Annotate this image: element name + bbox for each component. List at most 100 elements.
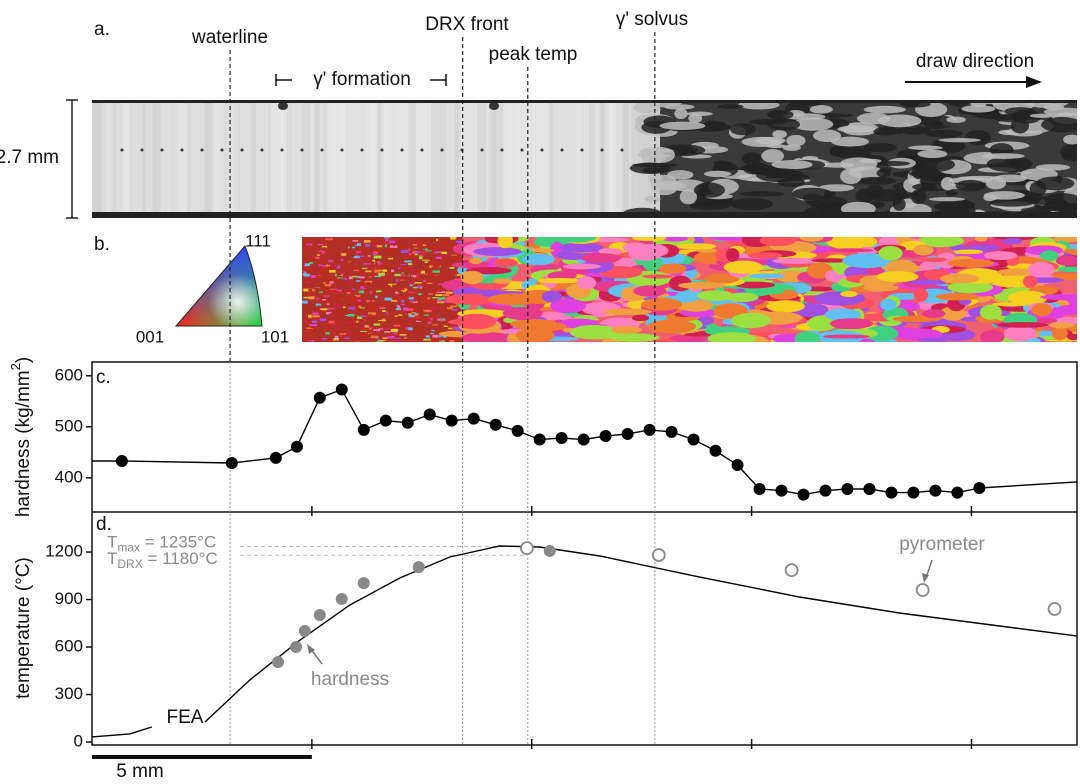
grain: [353, 269, 360, 272]
grain: [423, 324, 427, 326]
grain: [318, 291, 324, 293]
grain: [350, 253, 355, 255]
grain: [967, 244, 999, 252]
grain: [353, 337, 359, 341]
grain: [421, 300, 429, 303]
grain: [986, 156, 1033, 173]
grain: [919, 261, 938, 270]
grain: [812, 129, 842, 142]
texture: [575, 100, 583, 218]
grain: [393, 333, 399, 336]
y-axis-label: hardness (kg/mm2): [8, 357, 34, 517]
grain: [361, 341, 366, 342]
grain: [842, 253, 893, 269]
grain: [414, 316, 419, 320]
grain: [328, 320, 335, 324]
grain: [321, 330, 329, 333]
grain: [908, 145, 943, 151]
grain: [321, 242, 328, 245]
grain: [412, 244, 421, 246]
grain: [786, 134, 806, 147]
grain: [416, 275, 419, 279]
grain: [817, 200, 846, 214]
grain: [395, 264, 399, 268]
grain: [748, 119, 787, 125]
grain: [377, 262, 382, 265]
grain: [334, 299, 341, 301]
grain: [407, 309, 412, 313]
grain: [395, 291, 399, 294]
grain: [408, 268, 415, 271]
grain: [328, 338, 333, 340]
texture: [549, 100, 554, 218]
data-point: [467, 412, 480, 425]
grain: [420, 251, 425, 255]
grain: [823, 334, 871, 339]
grain: [367, 305, 376, 308]
grain: [421, 297, 426, 300]
grain: [360, 286, 367, 289]
grain: [378, 273, 385, 276]
grain: [332, 266, 335, 269]
grain: [541, 290, 562, 303]
texture: [588, 100, 596, 218]
grain: [799, 237, 824, 242]
grain: [308, 245, 315, 248]
grain: [946, 116, 966, 123]
grain: [325, 308, 329, 311]
grain: [685, 268, 698, 279]
grain: [405, 267, 413, 269]
grain: [370, 238, 375, 240]
grain: [343, 329, 347, 333]
grain: [427, 247, 435, 250]
grain: [370, 335, 378, 339]
grain: [317, 250, 326, 254]
grain: [407, 279, 411, 281]
grain: [666, 170, 694, 180]
data-point: [709, 444, 722, 457]
grain: [331, 339, 335, 342]
grain: [449, 247, 453, 250]
grain: [306, 268, 313, 272]
spot: [489, 102, 499, 110]
grain: [454, 338, 457, 342]
grain: [362, 313, 367, 316]
grain: [455, 238, 462, 242]
grain: [337, 265, 340, 268]
grain: [354, 332, 360, 335]
grain: [917, 237, 965, 248]
indent: [240, 148, 244, 152]
grain: [330, 281, 334, 284]
grain: [772, 257, 821, 264]
grain: [316, 255, 323, 257]
grain: [424, 246, 430, 248]
grain: [308, 296, 315, 300]
grain: [734, 281, 776, 289]
grain: [343, 265, 347, 269]
grain: [352, 275, 358, 278]
grain: [369, 270, 376, 273]
grain: [430, 332, 435, 335]
marker-label: γ' solvus: [616, 9, 688, 30]
grain: [863, 105, 906, 114]
grain: [1040, 293, 1077, 301]
grain: [382, 285, 391, 288]
grain: [389, 292, 393, 294]
grain: [642, 166, 664, 174]
grain: [438, 290, 441, 292]
grain: [401, 257, 405, 260]
grain: [320, 310, 328, 312]
grain: [351, 295, 357, 298]
grain: [435, 256, 442, 259]
grain: [436, 310, 444, 312]
grain: [1029, 181, 1047, 197]
grain: [767, 109, 794, 120]
grain: [426, 318, 431, 322]
arrow-head: [1026, 76, 1042, 88]
grain: [697, 290, 734, 301]
texture: [446, 100, 456, 218]
grain: [333, 290, 338, 293]
grain: [730, 123, 756, 136]
grain: [310, 275, 319, 278]
grain: [373, 282, 380, 285]
